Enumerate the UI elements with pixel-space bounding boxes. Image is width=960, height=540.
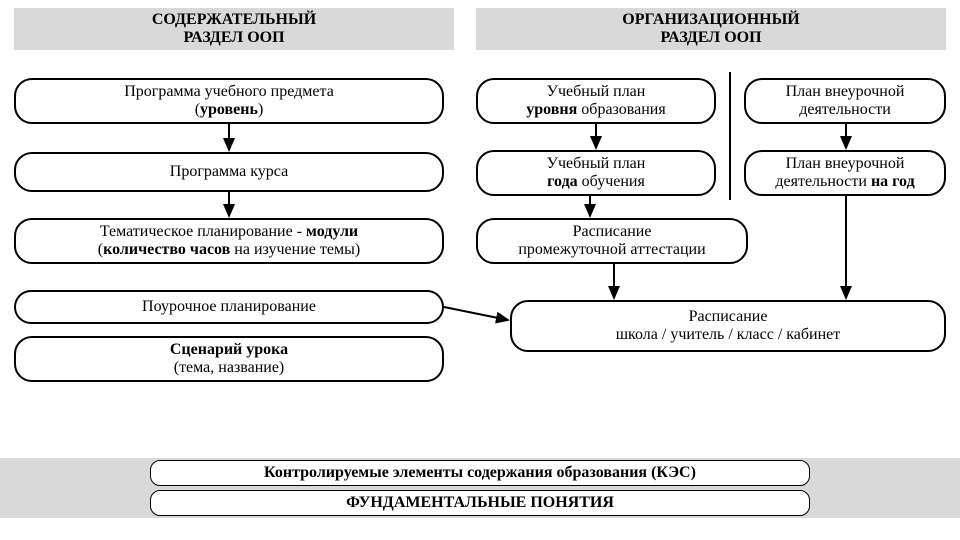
header-left-line1: СОДЕРЖАТЕЛЬНЫЙ xyxy=(152,11,316,28)
ra3-line2: промежуточной аттестации xyxy=(518,241,705,258)
ra1-line1: Учебный план xyxy=(547,83,646,100)
l3-line1-b: модули xyxy=(306,223,358,240)
box-program-course: Программа курса xyxy=(14,152,444,192)
header-left-line2: РАЗДЕЛ ООП xyxy=(183,29,284,46)
box-extracurricular-plan: План внеурочной деятельности xyxy=(744,78,946,124)
l3-line2-post: на изучение темы) xyxy=(230,241,360,258)
header-right-line2: РАЗДЕЛ ООП xyxy=(660,29,761,46)
box-schedule: Расписание школа / учитель / класс / каб… xyxy=(510,300,946,352)
box-curriculum-level: Учебный план уровня образования xyxy=(476,78,716,124)
l2-text: Программа курса xyxy=(170,163,288,181)
box-thematic-planning: Тематическое планирование - модули (коли… xyxy=(14,218,444,264)
l1-line2-b: уровень xyxy=(200,101,258,118)
l3-line1-pre: Тематическое планирование - xyxy=(100,223,306,240)
rb1-line2: деятельности xyxy=(799,101,891,118)
ra1-line2-post: образования xyxy=(577,101,665,118)
l4-text: Поурочное планирование xyxy=(142,298,316,316)
ra2-line2-post: обучения xyxy=(578,173,645,190)
ra3-line1: Расписание xyxy=(573,223,652,240)
footer-kes: Контролируемые элементы содержания образ… xyxy=(150,460,810,486)
footer-fundamental: ФУНДАМЕНТАЛЬНЫЕ ПОНЯТИЯ xyxy=(150,490,810,516)
box-interim-assessment: Расписание промежуточной аттестации xyxy=(476,218,748,264)
sched-line1: Расписание xyxy=(689,308,768,325)
sched-line2: школа / учитель / класс / кабинет xyxy=(616,326,841,343)
box-lesson-planning: Поурочное планирование xyxy=(14,290,444,324)
l5-line2: (тема, название) xyxy=(174,359,285,376)
header-left: СОДЕРЖАТЕЛЬНЫЙ РАЗДЕЛ ООП xyxy=(14,8,454,50)
footer-b1: Контролируемые элементы содержания образ… xyxy=(264,464,696,482)
box-curriculum-year: Учебный план года обучения xyxy=(476,150,716,196)
box-lesson-scenario: Сценарий урока (тема, название) xyxy=(14,336,444,382)
l1-line1: Программа учебного предмета xyxy=(124,83,334,100)
l3-line2-b: количество часов xyxy=(103,241,230,258)
box-extracurricular-year: План внеурочной деятельности на год xyxy=(744,150,946,196)
l1-line2-post: ) xyxy=(258,101,263,118)
box-program-subject: Программа учебного предмета (уровень) xyxy=(14,78,444,124)
rb2-line1: План внеурочной xyxy=(786,155,905,172)
ra1-line2-b: уровня xyxy=(526,101,577,118)
rb2-line2-pre: деятельности xyxy=(775,173,871,190)
ra2-line1: Учебный план xyxy=(547,155,646,172)
header-right-line1: ОРГАНИЗАЦИОННЫЙ xyxy=(622,11,799,28)
footer-b2: ФУНДАМЕНТАЛЬНЫЕ ПОНЯТИЯ xyxy=(346,494,614,512)
ra2-line2-b: года xyxy=(547,173,578,190)
header-right: ОРГАНИЗАЦИОННЫЙ РАЗДЕЛ ООП xyxy=(476,8,946,50)
rb2-line2-b: на год xyxy=(871,173,915,190)
l5-line1: Сценарий урока xyxy=(170,341,288,358)
rb1-line1: План внеурочной xyxy=(786,83,905,100)
